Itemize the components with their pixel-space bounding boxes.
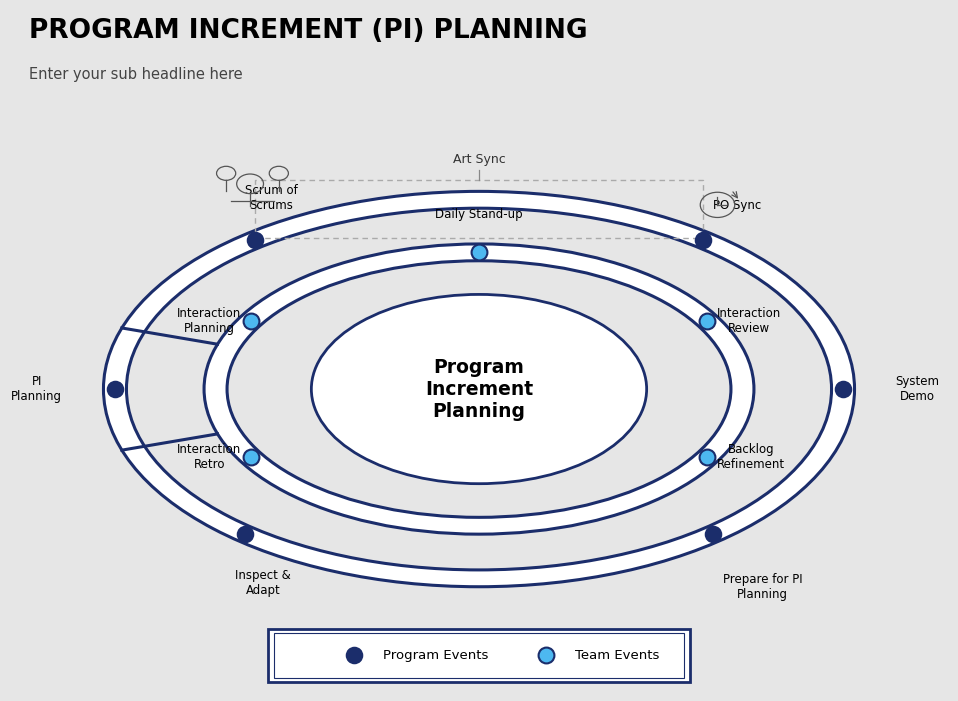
Point — [538, 650, 554, 661]
Text: Scrum of
Scrums: Scrum of Scrums — [245, 184, 298, 212]
Bar — [255, 180, 703, 238]
Text: Program Events: Program Events — [383, 649, 489, 662]
Point — [247, 234, 262, 245]
Ellipse shape — [204, 244, 754, 534]
Text: Prepare for PI
Planning: Prepare for PI Planning — [722, 573, 802, 601]
Text: PI
Planning: PI Planning — [11, 375, 62, 403]
Point — [238, 529, 253, 540]
Text: Daily Stand-up: Daily Stand-up — [435, 207, 523, 221]
Text: PO Sync: PO Sync — [713, 199, 761, 212]
Ellipse shape — [227, 261, 731, 517]
Text: Program
Increment
Planning: Program Increment Planning — [425, 358, 533, 421]
Point — [347, 650, 362, 661]
Ellipse shape — [311, 294, 647, 484]
Text: Enter your sub headline here: Enter your sub headline here — [29, 67, 242, 81]
Bar — [268, 629, 690, 681]
Point — [835, 383, 851, 395]
Text: PROGRAM INCREMENT (PI) PLANNING: PROGRAM INCREMENT (PI) PLANNING — [29, 18, 587, 43]
Point — [699, 452, 715, 463]
Point — [107, 383, 123, 395]
Text: Backlog
Refinement: Backlog Refinement — [717, 444, 785, 471]
Text: Interaction
Review: Interaction Review — [717, 307, 781, 334]
Text: Art Sync: Art Sync — [452, 153, 506, 165]
Text: Interaction
Planning: Interaction Planning — [177, 307, 241, 334]
Point — [699, 315, 715, 327]
Text: Interaction
Retro: Interaction Retro — [177, 444, 241, 471]
Text: Team Events: Team Events — [575, 649, 659, 662]
Point — [696, 234, 711, 245]
Point — [243, 451, 259, 463]
Point — [471, 247, 487, 258]
Ellipse shape — [126, 208, 832, 570]
Text: Inspect &
Adapt: Inspect & Adapt — [236, 569, 291, 597]
Point — [243, 315, 259, 327]
Text: System
Demo: System Demo — [896, 375, 940, 403]
Point — [705, 529, 720, 540]
Bar — [274, 634, 684, 677]
Ellipse shape — [103, 191, 855, 587]
